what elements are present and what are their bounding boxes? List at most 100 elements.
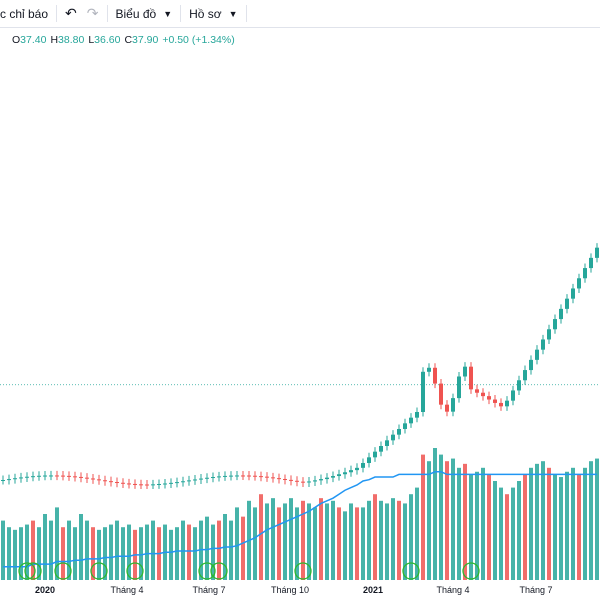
volume-bar — [565, 471, 569, 580]
candle-body — [589, 257, 593, 269]
volume-bar — [139, 527, 143, 580]
volume-bar — [79, 514, 83, 580]
candle-body — [553, 319, 557, 330]
low-label: L — [88, 34, 95, 46]
candle-body — [409, 417, 413, 424]
event-marker — [18, 562, 36, 580]
candle-body — [85, 477, 89, 479]
profile-menu-button[interactable]: Hồ sơ ▼ — [181, 0, 245, 27]
candle-body — [31, 476, 35, 478]
chart-menu-button[interactable]: Biểu đồ ▼ — [108, 0, 181, 27]
candle-body — [7, 479, 11, 481]
volume-bar — [19, 527, 23, 580]
volume-bar — [577, 474, 581, 580]
volume-bar — [31, 520, 35, 580]
volume-bar — [67, 520, 71, 580]
volume-bar — [61, 527, 65, 580]
candle-body — [91, 478, 95, 480]
low-value: 36.60 — [94, 34, 121, 46]
chevron-down-icon: ▼ — [163, 8, 173, 19]
volume-bar — [127, 524, 131, 580]
candle-body — [445, 404, 449, 412]
candle-body — [289, 479, 293, 481]
volume-bar — [169, 529, 173, 580]
candle-body — [541, 339, 545, 350]
candle-body — [157, 484, 161, 486]
candle-body — [397, 429, 401, 435]
volume-bar — [595, 458, 599, 580]
volume-bar — [571, 467, 575, 580]
candle-body — [469, 366, 473, 390]
volume-bar — [583, 467, 587, 580]
event-marker — [294, 562, 312, 580]
volume-bar — [553, 474, 557, 580]
volume-bar — [475, 471, 479, 580]
candle-body — [139, 484, 143, 486]
candle-body — [307, 481, 311, 483]
volume-bar — [97, 529, 101, 580]
volume-bar — [115, 520, 119, 580]
toolbar-divider — [106, 5, 108, 22]
event-marker — [24, 562, 42, 580]
candle-body — [121, 482, 125, 484]
candle-body — [367, 457, 371, 463]
volume-bar — [403, 503, 407, 580]
candle-body — [421, 371, 425, 412]
volume-bar — [439, 454, 443, 580]
candle-body — [547, 329, 551, 340]
volume-bar — [235, 507, 239, 580]
candle-body — [19, 477, 23, 479]
candle-body — [427, 367, 431, 372]
volume-bar — [505, 494, 509, 580]
volume-bar — [349, 503, 353, 580]
candle-body — [73, 476, 77, 478]
volume-bar — [421, 454, 425, 580]
volume-bar — [319, 498, 323, 580]
candle-body — [385, 440, 389, 446]
price-chart[interactable]: 2020 Tháng 4 Tháng 7 Tháng 10 2021 Tháng 4 Thá… — [0, 28, 600, 600]
x-axis-label: 2021 — [363, 585, 383, 595]
close-value: 37.90 — [132, 34, 159, 46]
candle-body — [25, 476, 29, 478]
candle-body — [37, 475, 41, 477]
volume-bar — [547, 467, 551, 580]
chevron-down-icon: ▼ — [228, 8, 238, 19]
volume-bar — [445, 461, 449, 580]
candle-body — [403, 423, 407, 429]
volume-bar — [559, 477, 563, 580]
candle-body — [481, 392, 485, 397]
candle-body — [127, 483, 131, 485]
top-toolbar: c chỉ báo ↶ ↷ Biểu đồ ▼ Hồ sơ ▼ — [0, 0, 600, 28]
candle-body — [295, 480, 299, 482]
volume-bar — [481, 467, 485, 580]
candle-body — [391, 434, 395, 441]
candle-body — [13, 478, 17, 480]
volume-bar — [541, 461, 545, 580]
event-marker — [54, 562, 72, 580]
undo-icon[interactable]: ↶ — [65, 5, 77, 21]
close-label: C — [124, 34, 133, 46]
volume-bar — [55, 507, 59, 580]
candle-body — [373, 451, 377, 458]
candle-body — [241, 475, 245, 477]
volume-bar — [433, 448, 437, 580]
volume-bar — [301, 500, 305, 580]
volume-bar — [43, 514, 47, 580]
candle-body — [487, 396, 491, 400]
event-marker — [90, 562, 108, 580]
event-marker — [210, 562, 228, 580]
candle-body — [475, 389, 479, 393]
volume-bar — [151, 520, 155, 580]
redo-icon[interactable]: ↷ — [86, 5, 99, 21]
volume-bar — [103, 527, 107, 580]
candle-body — [571, 288, 575, 299]
volume-bar — [415, 487, 419, 580]
volume-bar — [73, 527, 77, 580]
indicators-button[interactable]: c chỉ báo — [0, 0, 56, 27]
candle-body — [145, 484, 149, 486]
candle-body — [595, 247, 599, 258]
volume-bar — [343, 511, 347, 580]
volume-bar — [241, 516, 245, 580]
volume-bar — [361, 507, 365, 580]
event-marker — [126, 562, 144, 580]
